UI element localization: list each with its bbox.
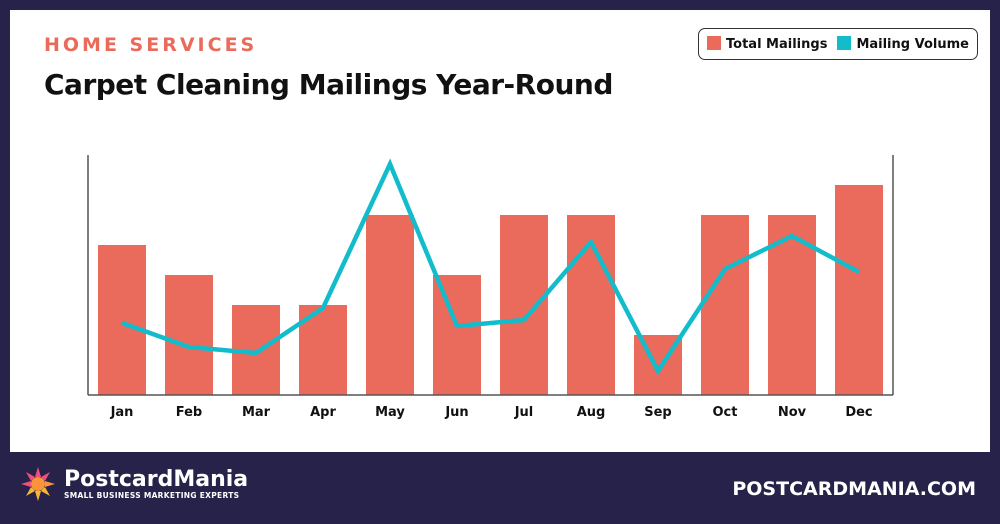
bar-may — [366, 215, 414, 395]
legend-item-total-mailings: Total Mailings — [707, 36, 827, 52]
sunburst-logo-icon — [21, 467, 55, 501]
brand-logo: PostcardMania SMALL BUSINESS MARKETING E… — [20, 466, 248, 502]
x-tick-label-oct: Oct — [713, 405, 738, 420]
chart-plot: Jan Feb Mar Apr May Jun Jul Aug Sep Oct Nov Dec — [87, 155, 894, 420]
bar-jun — [433, 275, 481, 395]
legend-swatch-line — [837, 36, 852, 50]
category-label: HOME SERVICES — [44, 34, 258, 56]
legend-swatch-bar — [707, 36, 722, 50]
legend: Total Mailings Mailing Volume — [698, 28, 978, 60]
brand-tagline: SMALL BUSINESS MARKETING EXPERTS — [64, 490, 240, 500]
x-tick-label-dec: Dec — [845, 405, 872, 420]
x-tick-label-aug: Aug — [577, 405, 606, 420]
x-tick-label-jun: Jun — [444, 405, 468, 420]
x-tick-label-sep: Sep — [644, 405, 672, 420]
x-tick-label-jul: Jul — [514, 405, 534, 420]
website-link[interactable]: POSTCARDMANIA.COM — [732, 478, 976, 500]
brand-name: PostcardMania — [64, 466, 249, 492]
chart-title: Carpet Cleaning Mailings Year-Round — [44, 68, 613, 101]
bar-oct — [701, 215, 749, 395]
x-tick-label-feb: Feb — [176, 405, 202, 420]
x-tick-label-jan: Jan — [110, 405, 134, 420]
x-tick-label-mar: Mar — [242, 405, 271, 420]
bar-dec — [835, 185, 883, 395]
bar-jan — [98, 245, 146, 395]
bar-feb — [165, 275, 213, 395]
x-tick-label-may: May — [375, 405, 405, 420]
legend-item-mailing-volume: Mailing Volume — [837, 36, 969, 52]
bar-jul — [500, 215, 548, 395]
x-tick-label-apr: Apr — [310, 405, 336, 420]
mailing-volume-line — [121, 158, 861, 376]
x-tick-label-nov: Nov — [778, 405, 807, 420]
